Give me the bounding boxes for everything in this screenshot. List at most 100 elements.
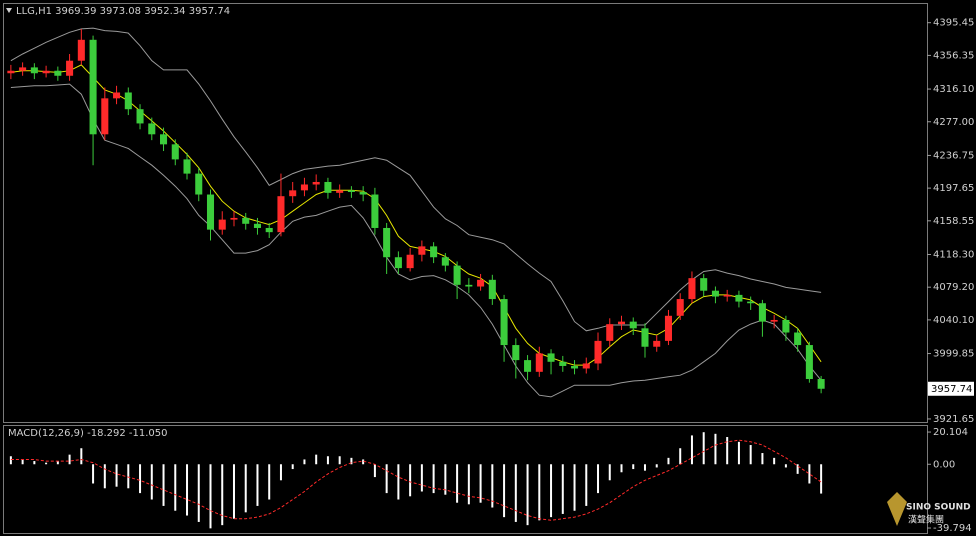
macd-bar bbox=[714, 433, 717, 465]
candle-body bbox=[465, 284, 473, 287]
menu-arrow[interactable] bbox=[6, 8, 12, 13]
y-tick-label: 4356.35 bbox=[933, 50, 974, 61]
y-tick-label: 3921.65 bbox=[933, 414, 974, 425]
candle-body bbox=[19, 67, 27, 71]
macd-bar bbox=[643, 464, 646, 471]
y-tick-label: 4158.55 bbox=[933, 216, 974, 227]
macd-bar bbox=[244, 464, 247, 513]
macd-bar bbox=[256, 464, 259, 506]
candle-body bbox=[430, 246, 438, 258]
candle-body bbox=[758, 303, 766, 322]
candle-body bbox=[101, 98, 109, 135]
macd-bar bbox=[597, 464, 600, 494]
candle-body bbox=[441, 257, 449, 266]
logo-brand: SINO SOUND bbox=[906, 503, 971, 513]
candle-body bbox=[265, 227, 273, 233]
indicator-line bbox=[10, 83, 822, 398]
candle-body bbox=[54, 70, 62, 76]
candle-body bbox=[77, 39, 85, 61]
candle-body bbox=[136, 109, 144, 124]
macd-bar bbox=[373, 464, 376, 478]
macd-bar bbox=[232, 464, 235, 519]
candle-body bbox=[383, 227, 391, 258]
candle-body bbox=[700, 278, 708, 291]
macd-bar bbox=[139, 464, 142, 494]
candle-body bbox=[711, 290, 719, 297]
macd-bar bbox=[655, 464, 658, 468]
y-tick-label: 4197.65 bbox=[933, 183, 974, 194]
candle-body bbox=[113, 92, 121, 99]
macd-bar bbox=[467, 464, 470, 505]
macd-bar bbox=[56, 461, 59, 465]
macd-bar bbox=[726, 437, 729, 465]
candle-body bbox=[500, 299, 508, 346]
macd-bar bbox=[385, 464, 388, 494]
y-tick-label: -39.794 bbox=[933, 523, 972, 534]
candle-body bbox=[89, 39, 97, 135]
candle-body bbox=[582, 363, 590, 369]
candle-body bbox=[300, 184, 308, 191]
chart-title: LLG,H1 3969.39 3973.08 3952.34 3957.74 bbox=[16, 6, 230, 17]
macd-bar bbox=[338, 456, 341, 465]
candle-body bbox=[688, 278, 696, 300]
candle-body bbox=[794, 332, 802, 346]
candle-body bbox=[218, 219, 226, 230]
macd-bar bbox=[420, 464, 423, 492]
candle-body bbox=[394, 257, 402, 269]
macd-bar bbox=[679, 448, 682, 465]
y-tick-label: 4316.10 bbox=[933, 84, 974, 95]
candle-body bbox=[42, 70, 50, 74]
y-tick-label: 20.104 bbox=[933, 427, 968, 438]
candle-body bbox=[406, 254, 414, 269]
candle-body bbox=[160, 134, 168, 145]
candle-body bbox=[735, 294, 743, 302]
candle-body bbox=[195, 173, 203, 195]
macd-bar bbox=[432, 464, 435, 494]
candle-body bbox=[817, 379, 825, 389]
candle-body bbox=[606, 324, 614, 341]
macd-bar bbox=[585, 464, 588, 506]
macd-bar bbox=[503, 464, 506, 518]
candle-body bbox=[571, 365, 579, 369]
candle-body bbox=[124, 92, 132, 110]
macd-bar bbox=[667, 457, 670, 465]
macd-bar bbox=[397, 464, 400, 500]
candle-body bbox=[148, 123, 156, 135]
macd-bar bbox=[362, 459, 365, 465]
y-tick-label: 4079.20 bbox=[933, 282, 974, 293]
candle-body bbox=[347, 190, 355, 193]
macd-bar bbox=[150, 464, 153, 500]
candle-body bbox=[524, 360, 532, 372]
candle-body bbox=[488, 279, 496, 300]
macd-bar bbox=[491, 464, 494, 508]
indicator-line bbox=[10, 439, 822, 521]
macd-panel bbox=[3, 425, 928, 534]
macd-title: MACD(12,26,9) -18.292 -11.050 bbox=[8, 428, 168, 439]
macd-bar bbox=[209, 464, 212, 529]
macd-bar bbox=[326, 456, 329, 465]
macd-bar bbox=[80, 448, 83, 465]
candle-body bbox=[66, 60, 74, 76]
macd-bar bbox=[479, 464, 482, 503]
last-price-label: 3957.74 bbox=[931, 384, 972, 395]
macd-bar bbox=[9, 456, 12, 465]
macd-bar bbox=[773, 457, 776, 465]
candle-body bbox=[336, 190, 344, 193]
candle-body bbox=[242, 217, 250, 224]
macd-bar bbox=[538, 464, 541, 521]
logo-cn: 漢聲集團 bbox=[908, 514, 944, 526]
macd-bar bbox=[526, 464, 529, 526]
macd-bar bbox=[315, 454, 318, 465]
candle-body bbox=[206, 194, 215, 230]
candle-body bbox=[782, 319, 790, 333]
candle-body bbox=[477, 279, 485, 287]
main-panel bbox=[3, 3, 928, 423]
macd-bar bbox=[608, 464, 611, 481]
macd-bar bbox=[784, 464, 787, 468]
candle-body bbox=[512, 345, 520, 361]
macd-bar bbox=[45, 462, 48, 465]
candle-body bbox=[653, 340, 661, 347]
candle-body bbox=[418, 246, 426, 255]
macd-bar bbox=[162, 464, 165, 506]
